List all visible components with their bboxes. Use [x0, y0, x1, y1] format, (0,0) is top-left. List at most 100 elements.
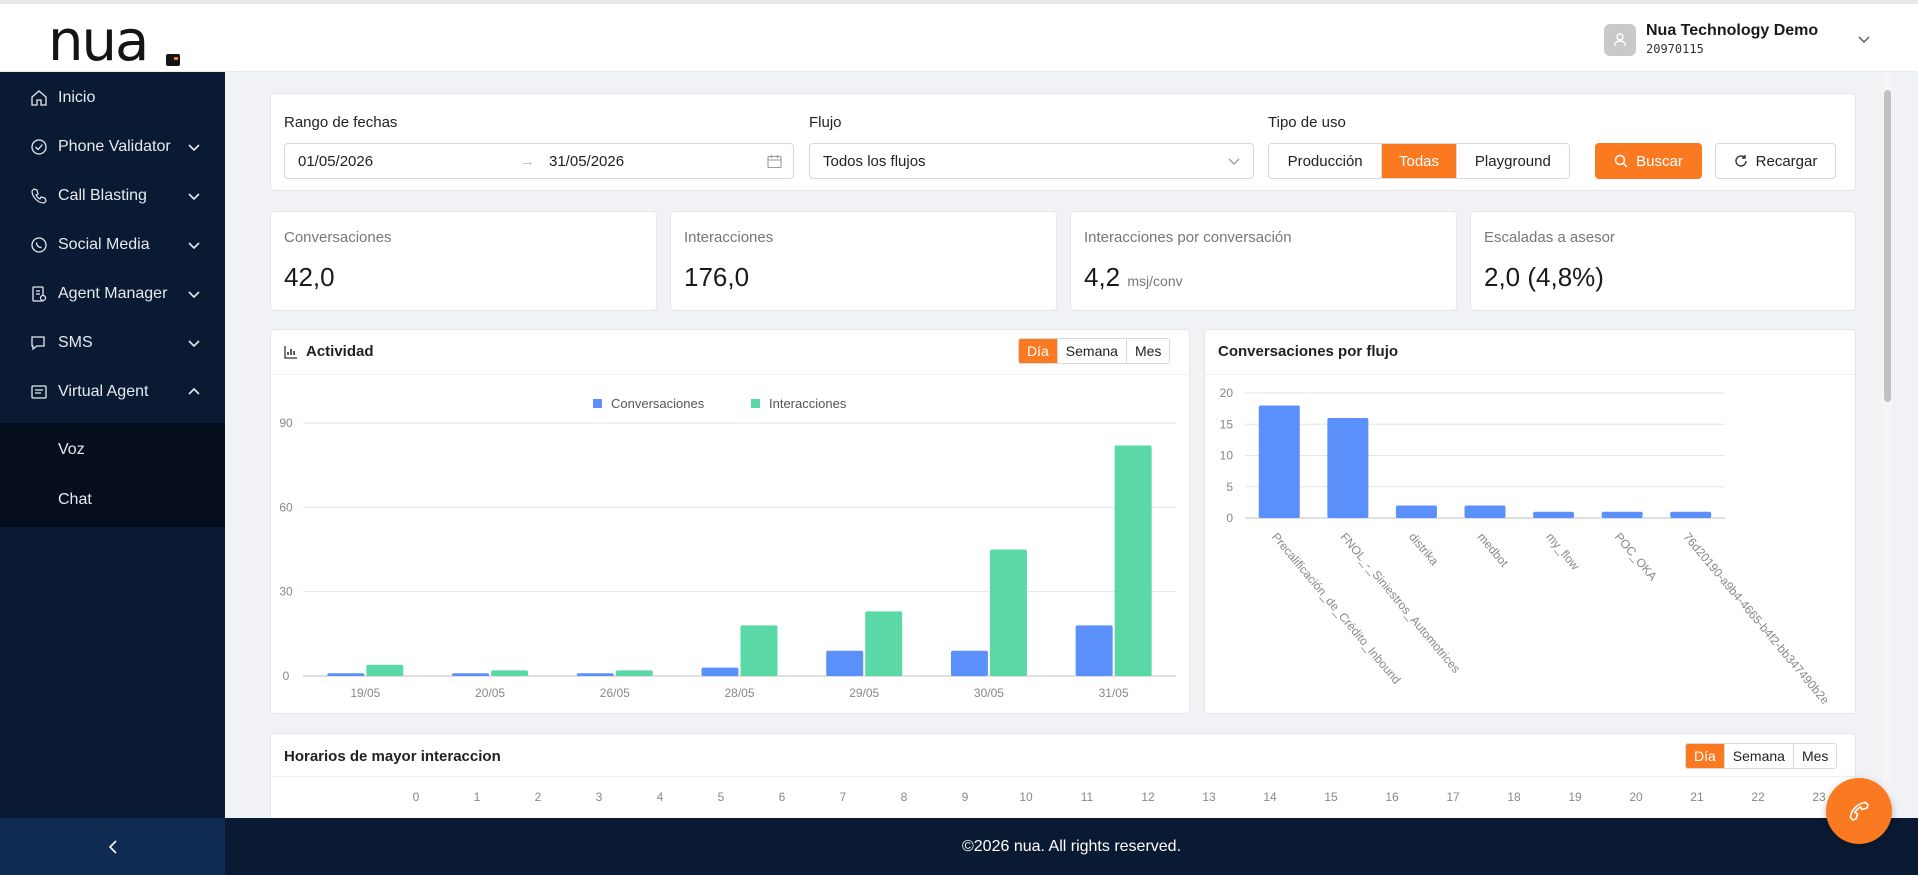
x-tick-label: 20/05: [475, 686, 505, 700]
x-tick-label: 30/05: [974, 686, 1004, 700]
flows-chart: 0 5 10 15 20 Precalificación_de_Crédito_Inbou…: [1220, 386, 1833, 707]
period-dia[interactable]: Día: [1686, 744, 1725, 768]
stat-value: 2,0 (4,8%): [1484, 262, 1604, 292]
hour-label: 9: [961, 790, 969, 804]
period-mes[interactable]: Mes: [1793, 744, 1837, 768]
search-button[interactable]: Buscar: [1595, 143, 1702, 179]
x-tick-label: FNOL_-_Siniestros_Automotrices: [1338, 530, 1464, 676]
flow-select[interactable]: Todos los flujos: [809, 143, 1254, 179]
hour-label: 18: [1507, 790, 1521, 804]
x-tick-label: 76d20190-a9b4-4665-b4f2-bb347490b2e: [1680, 530, 1832, 707]
arrow-right-icon: →: [520, 153, 535, 170]
chevron-down-icon: [188, 291, 200, 299]
x-tick-label: distrika: [1406, 530, 1441, 568]
hour-label: 10: [1019, 790, 1033, 804]
check-circle-icon: [31, 139, 47, 155]
sidebar-item-agent-manager[interactable]: Agent Manager: [0, 274, 225, 314]
x-tick-label: 19/05: [350, 686, 380, 700]
footer-text: ©2026 nua. All rights reserved.: [961, 837, 1182, 855]
user-menu[interactable]: Nua Technology Demo 20970115: [1604, 20, 1894, 60]
nua-logo[interactable]: nua: [48, 9, 149, 74]
virtual-agent-submenu: Voz Chat: [0, 423, 225, 527]
panel-title: Actividad: [284, 343, 374, 360]
hours-panel: Horarios de mayor interaccion Día Semana…: [270, 733, 1856, 828]
usage-option-playground[interactable]: Playground: [1456, 144, 1569, 178]
chevron-down-icon[interactable]: [1854, 30, 1874, 50]
hour-label: 23: [1812, 790, 1826, 804]
sidebar-collapse-button[interactable]: [0, 818, 225, 875]
usage-type-label: Tipo de uso: [1268, 114, 1346, 131]
stat-value: 176,0: [684, 262, 750, 292]
period-dia[interactable]: Día: [1019, 339, 1058, 363]
period-semana[interactable]: Semana: [1724, 744, 1794, 768]
period-semana[interactable]: Semana: [1057, 339, 1127, 363]
stat-title: Interacciones por conversación: [1084, 229, 1292, 246]
hour-label: 0: [412, 790, 420, 804]
user-name: Nua Technology Demo: [1646, 22, 1819, 39]
page-footer: ©2026 nua. All rights reserved.: [225, 818, 1918, 875]
hour-label: 16: [1385, 790, 1399, 804]
sidebar-item-phone-validator[interactable]: Phone Validator: [0, 127, 225, 167]
scrollbar-thumb[interactable]: [1884, 90, 1891, 402]
sidebar-item-sms[interactable]: SMS: [0, 323, 225, 363]
date-range-picker[interactable]: 01/05/2026 → 31/05/2026: [284, 143, 794, 179]
stat-title: Escaladas a asesor: [1484, 229, 1615, 246]
bar-flow: [1670, 511, 1712, 518]
panel-title: Horarios de mayor interaccion: [284, 748, 501, 765]
usage-option-todas[interactable]: Todas: [1382, 144, 1457, 178]
sidebar-item-label: SMS: [58, 334, 93, 351]
chevron-down-icon: [188, 242, 200, 250]
hour-label: 14: [1263, 790, 1277, 804]
sidebar-item-virtual-agent[interactable]: Virtual Agent: [0, 372, 225, 412]
legend-label: Conversaciones: [611, 396, 705, 411]
call-fab-button[interactable]: [1826, 778, 1892, 844]
x-tick-label: 28/05: [724, 686, 754, 700]
bar-flow: [1533, 511, 1575, 518]
robot-icon: [31, 385, 47, 399]
flow-select-value: Todos los flujos: [823, 153, 926, 170]
stat-unit: msj/conv: [1127, 273, 1183, 289]
user-id: 20970115: [1646, 42, 1704, 56]
hour-label: 22: [1751, 790, 1765, 804]
date-start-input[interactable]: 01/05/2026: [298, 153, 374, 170]
date-end-input[interactable]: 31/05/2026: [549, 153, 625, 170]
sidebar-item-label: Call Blasting: [58, 187, 147, 204]
bar-conversaciones: [701, 667, 739, 676]
hour-label: 7: [839, 790, 847, 804]
chat-bubble-icon: [31, 336, 45, 351]
hour-label: 13: [1202, 790, 1216, 804]
bar-conversaciones: [826, 650, 864, 676]
reload-button[interactable]: Recargar: [1715, 143, 1836, 179]
sidebar-item-inicio[interactable]: Inicio: [0, 78, 225, 118]
flow-label: Flujo: [809, 114, 842, 131]
sidebar-item-call-blasting[interactable]: Call Blasting: [0, 176, 225, 216]
usage-option-produccion[interactable]: Producción: [1269, 144, 1383, 178]
page-scrollbar[interactable]: [1882, 72, 1892, 818]
y-tick-label: 60: [279, 500, 293, 514]
submenu-item-voz[interactable]: Voz: [58, 441, 85, 458]
reload-button-label: Recargar: [1755, 152, 1818, 170]
user-avatar-icon: [1604, 24, 1636, 56]
stat-card-interacciones: Interacciones 176,0: [670, 211, 1057, 311]
bar-interacciones: [366, 664, 404, 676]
stat-value: 4,2 msj/conv: [1084, 262, 1183, 292]
period-mes[interactable]: Mes: [1126, 339, 1170, 363]
x-tick-label: 31/05: [1099, 686, 1129, 700]
divider: [271, 776, 1855, 777]
submenu-item-chat[interactable]: Chat: [58, 491, 92, 508]
sidebar-item-social-media[interactable]: Social Media: [0, 225, 225, 265]
bar-interacciones: [865, 611, 903, 676]
chevron-down-icon: [188, 144, 200, 152]
y-tick-label: 30: [279, 585, 293, 599]
y-tick-label: 90: [279, 416, 293, 430]
phone-icon: [1849, 801, 1869, 821]
bar-conversaciones: [327, 673, 365, 676]
legend-label: Interacciones: [769, 396, 847, 411]
x-tick-label: medbot: [1475, 530, 1512, 570]
top-header: nua Nua Technology Demo 20970115: [0, 0, 1918, 72]
sidebar-item-label: Inicio: [58, 89, 96, 106]
chevron-down-icon: [1228, 158, 1240, 165]
hour-label: 6: [778, 790, 786, 804]
hour-label: 17: [1446, 790, 1460, 804]
bar-conversaciones: [576, 673, 614, 676]
